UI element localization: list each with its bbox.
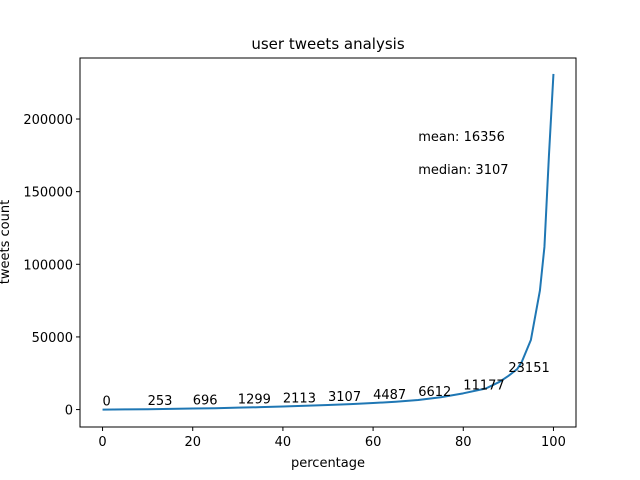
y-tick-label: 200000 bbox=[23, 113, 73, 128]
x-tick-label: 80 bbox=[455, 435, 472, 450]
median-label: median: 3107 bbox=[418, 163, 508, 178]
x-tick-label: 100 bbox=[541, 435, 566, 450]
data-label: 253 bbox=[148, 394, 173, 409]
plot-series bbox=[102, 73, 555, 411]
y-tick-label: 50000 bbox=[32, 331, 73, 346]
data-label: 11177 bbox=[463, 378, 504, 393]
x-axis-ticks: 0 20 40 60 80 100 bbox=[98, 427, 566, 450]
stats-annotations: mean: 16356 median: 3107 bbox=[418, 130, 508, 178]
x-axis-label: percentage bbox=[291, 456, 365, 471]
x-tick-label: 0 bbox=[98, 435, 106, 450]
y-axis-label: tweets count bbox=[0, 200, 13, 284]
x-tick-label: 40 bbox=[275, 435, 292, 450]
data-label: 4487 bbox=[373, 388, 406, 403]
data-label: 3107 bbox=[328, 390, 361, 405]
x-tick-label: 20 bbox=[184, 435, 201, 450]
mean-label: mean: 16356 bbox=[418, 130, 505, 145]
data-annotations: 0 253 696 1299 2113 3107 4487 6612 11177 23151 bbox=[103, 361, 550, 410]
x-tick-label: 60 bbox=[365, 435, 382, 450]
data-label: 23151 bbox=[508, 361, 549, 376]
data-label: 0 bbox=[103, 395, 111, 410]
data-label: 2113 bbox=[283, 392, 316, 407]
data-label: 1299 bbox=[238, 393, 271, 408]
chart-title: user tweets analysis bbox=[251, 35, 404, 53]
plot-frame bbox=[79, 57, 577, 428]
y-tick-label: 150000 bbox=[23, 186, 73, 201]
series-line-0 bbox=[102, 73, 555, 411]
y-axis-ticks: 0 50000 100000 150000 200000 bbox=[23, 113, 80, 419]
data-label: 696 bbox=[193, 394, 218, 409]
y-tick-label: 0 bbox=[65, 404, 73, 419]
data-label: 6612 bbox=[418, 385, 451, 400]
y-tick-label: 100000 bbox=[23, 258, 73, 273]
